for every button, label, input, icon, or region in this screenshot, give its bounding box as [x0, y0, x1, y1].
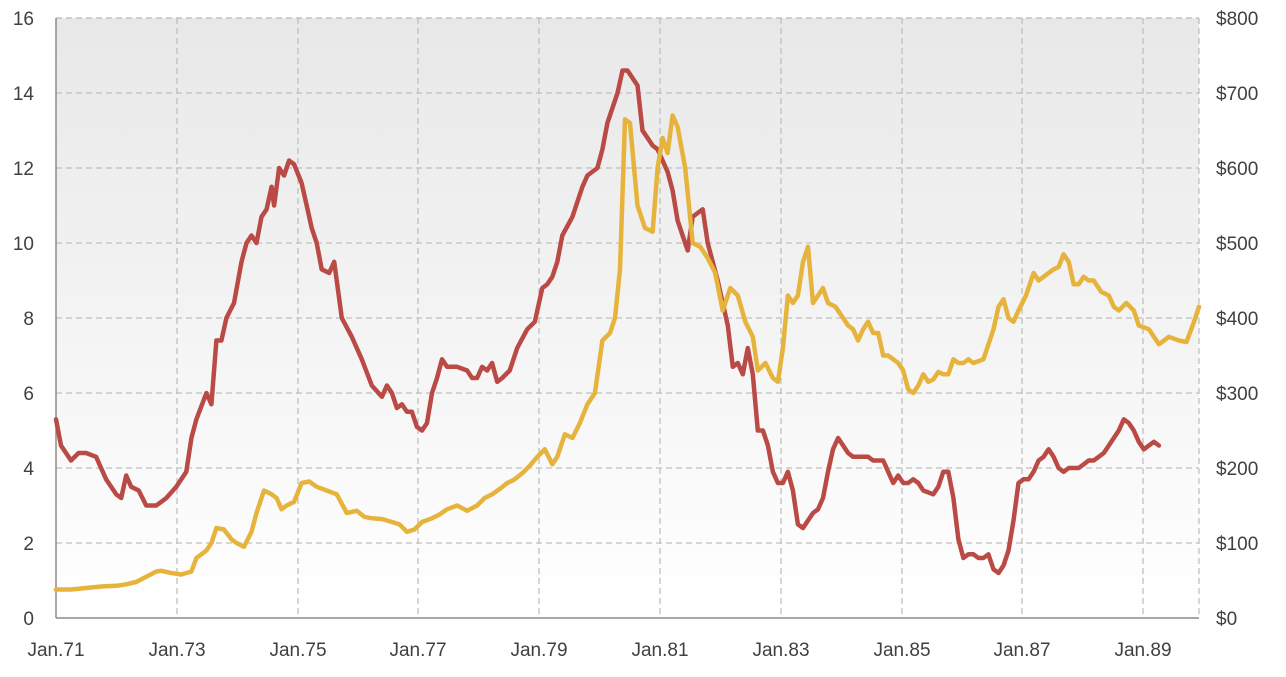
y-tick-label: 6	[23, 384, 34, 405]
y-tick-label: 12	[13, 159, 34, 180]
y2-tick-label: $700	[1216, 84, 1258, 105]
y2-tick-label: $400	[1216, 309, 1258, 330]
x-tick-label: Jan.77	[389, 640, 446, 661]
y2-tick-label: $0	[1216, 609, 1237, 630]
x-tick-label: Jan.75	[269, 640, 326, 661]
x-tick-label: Jan.85	[873, 640, 930, 661]
y-tick-label: 4	[23, 459, 34, 480]
x-tick-label: Jan.73	[148, 640, 205, 661]
y2-tick-label: $200	[1216, 459, 1258, 480]
y-tick-label: 0	[23, 609, 34, 630]
axes	[55, 18, 1199, 619]
y2-tick-label: $800	[1216, 9, 1258, 30]
x-tick-label: Jan.87	[993, 640, 1050, 661]
x-tick-label: Jan.89	[1114, 640, 1171, 661]
y2-tick-label: $500	[1216, 234, 1258, 255]
series-line-2	[53, 113, 1202, 592]
y-tick-label: 14	[13, 84, 35, 105]
gridlines	[56, 17, 1200, 618]
series	[53, 68, 1202, 592]
y-tick-label: 8	[23, 309, 34, 330]
y-tick-label: 16	[13, 9, 34, 30]
x-tick-label: Jan.79	[510, 640, 567, 661]
y-tick-label: 10	[13, 234, 34, 255]
y2-tick-label: $600	[1216, 159, 1258, 180]
x-tick-label: Jan.81	[631, 640, 688, 661]
y-tick-label: 2	[23, 534, 34, 555]
y2-tick-label: $300	[1216, 384, 1258, 405]
y2-tick-label: $100	[1216, 534, 1258, 555]
x-tick-label: Jan.83	[752, 640, 809, 661]
x-tick-label: Jan.71	[27, 640, 84, 661]
series-line-1	[53, 68, 1162, 576]
tick-labels: 0 2 4 6 8 10 12 14 16 $0 $100 $200 $300 $400 $500 $600 $…	[13, 9, 1258, 661]
